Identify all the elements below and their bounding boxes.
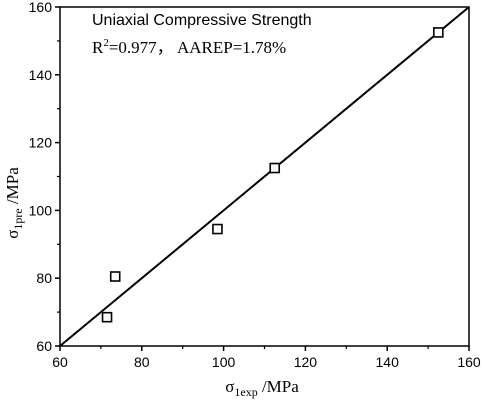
y-axis-ticks: 60 80 100 120 140 160 (29, 0, 60, 354)
y-tick-label: 140 (29, 67, 53, 83)
data-point (269, 162, 281, 174)
y-tick-label: 120 (29, 135, 53, 151)
x-axis-title: σ1exp /MPa (225, 377, 299, 399)
data-point (109, 271, 121, 282)
x-tick-label: 140 (376, 354, 400, 370)
reference-line (59, 6, 470, 347)
y-axis-title: σ1pre /MPa (3, 167, 25, 239)
data-point (433, 27, 444, 38)
x-tick-label: 80 (134, 354, 150, 370)
reference-line-group (59, 6, 470, 347)
data-point (101, 311, 113, 323)
x-axis-ticks: 60 80 100 120 140 160 (52, 346, 481, 370)
x-tick-label: 120 (294, 354, 318, 370)
annotation-metrics: R2=0.977， AAREP=1.78% (92, 37, 286, 57)
y-tick-label: 100 (29, 202, 53, 218)
x-tick-label: 160 (457, 354, 481, 370)
x-tick-label: 60 (52, 354, 68, 370)
y-tick-label: 80 (36, 270, 52, 286)
data-points (101, 27, 444, 323)
x-tick-label: 100 (212, 354, 236, 370)
y-tick-label: 60 (36, 338, 52, 354)
data-point (212, 223, 223, 235)
y-tick-label: 160 (29, 0, 53, 15)
annotation-title: Uniaxial Compressive Strength (92, 12, 312, 29)
